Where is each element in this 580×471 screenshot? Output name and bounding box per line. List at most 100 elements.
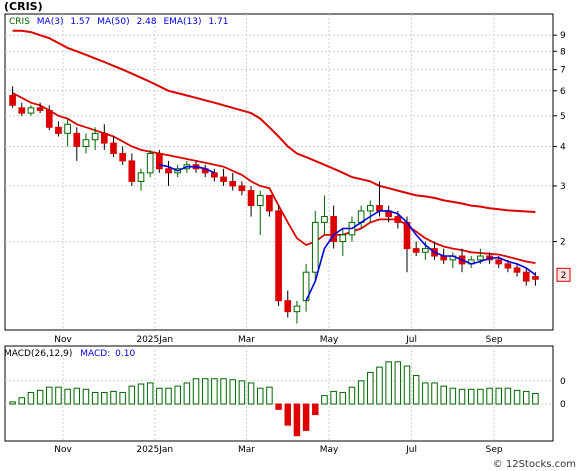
macd-bar [119,391,126,405]
candle-body [110,142,117,154]
macd-bar [312,403,319,416]
macd-bars [9,361,539,437]
macd-x-tick-label: Nov [54,445,72,455]
legend-symbol: CRIS [9,17,30,27]
candle-body [522,271,530,282]
candle-body [64,123,71,134]
watermark: © 12Stocks.com [492,459,576,470]
legend-ma50-label: MA(50) [97,17,129,27]
macd-bar [357,380,365,405]
macd-bar [376,366,383,405]
price-tick-label: 7 [560,66,566,76]
candle-body [45,109,53,128]
chart-title: (CRIS) [4,0,43,13]
macd-bar [247,382,255,405]
ma3-polyline [305,210,536,302]
macd-bar [321,395,328,405]
price-tick-label: 5 [560,112,566,122]
candle-body [495,259,503,265]
macd-bar [165,387,172,405]
candle-body [137,172,145,182]
macd-bar [467,388,475,405]
candle-body [27,107,35,114]
macd-bar [266,386,273,405]
candle-body [339,234,347,243]
macd-bar [9,401,16,405]
candle-body [394,216,402,223]
legend-ema13-label: EMA(13) [163,17,201,27]
macd-bar [403,365,411,405]
ma50-polyline [12,29,536,213]
candle-body [82,139,90,147]
macd-bar [412,375,420,405]
last-price-marker: 2 [556,267,571,282]
macd-bar [293,403,301,437]
price-tick-label: 2 [560,238,566,248]
candle-body [220,176,227,182]
macd-bar [27,391,35,405]
ma3-line [159,164,536,302]
candle-body [284,300,292,313]
candle-body [18,107,26,114]
macd-x-tick-label: May [320,445,339,455]
macd-bar [101,391,108,405]
macd-tick-label: 0 [560,400,566,410]
ma3-polyline [159,164,215,174]
macd-bar [431,382,438,405]
candle-body [293,305,301,313]
candle-body [91,132,99,141]
x-tick-label: Jul [405,335,417,345]
price-tick-label: 4 [560,142,566,152]
macd-bar [183,382,191,405]
axis-labels: 9 8 7 6 5 4 3 2 Nov Nov 2025Jan 2025Jan Mar Mar May May… [54,31,566,455]
x-tick-label: Mar [238,335,255,345]
macd-bar [55,386,62,405]
candle-body [422,248,429,253]
macd-bar [36,389,44,405]
macd-legend-signal-label: MACD: [80,349,110,359]
ema13-line [12,92,536,264]
price-tick-label: 3 [560,182,566,192]
legend-ma3-label: MA(3) [37,17,64,27]
candle-body [73,132,81,147]
price-tick-label: 6 [560,87,566,97]
price-tick-label: 9 [560,31,566,41]
macd-bar [220,378,227,405]
candle-body [366,205,374,212]
macd-bar [367,371,374,405]
macd-bar [522,390,530,405]
x-tick-label: 2025Jan [136,335,173,345]
macd-bar [64,388,71,405]
macd-bar [513,389,521,405]
candle-body [412,248,420,253]
x-tick-label: May [320,335,339,345]
candle-body [128,160,136,182]
candle-body [238,185,246,192]
macd-tick-label: 0 [560,377,566,387]
ma50-line [12,29,536,213]
x-tick-label: Sep [486,335,503,345]
macd-bar [46,386,53,405]
macd-bar [449,387,457,405]
candle-body [100,132,108,144]
price-tick-label: 8 [560,47,566,57]
candle-body [211,172,218,178]
macd-bar [73,387,81,405]
last-price-label: 2 [561,271,567,281]
candle-body [9,94,16,106]
ema13-polyline [12,92,536,264]
macd-bar [211,378,218,405]
macd-bar [128,385,136,405]
candle-body [321,216,328,223]
candle-body [36,107,44,111]
macd-bar [495,387,502,405]
macd-bar [229,379,236,405]
macd-bar [156,387,163,405]
macd-bar [174,385,181,405]
macd-bar [504,387,512,405]
macd-bar [458,388,466,405]
macd-bar [302,403,310,431]
candle-body [477,255,484,261]
candle-body [165,168,172,174]
